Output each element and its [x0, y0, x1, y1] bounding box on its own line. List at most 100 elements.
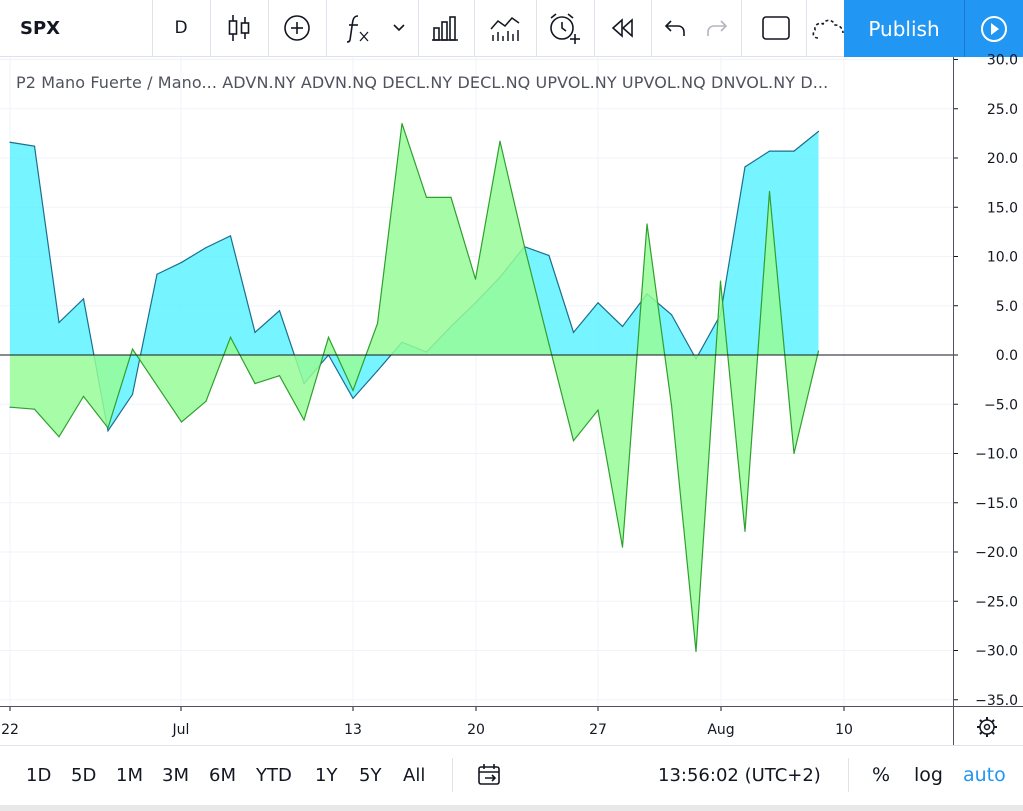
series-1-point — [817, 350, 820, 352]
series-0-point — [597, 302, 599, 304]
series-1-point — [499, 140, 501, 142]
series-0-point — [107, 430, 109, 432]
x-tick-label: 10 — [835, 722, 853, 738]
range-1d-button[interactable]: 1D — [26, 764, 52, 786]
series-1-point — [327, 336, 330, 338]
series-1-point — [205, 400, 207, 402]
x-tick-label: 20 — [467, 722, 485, 738]
series-1-point — [695, 650, 697, 653]
series-1-point — [376, 322, 379, 325]
y-tick-label: −10.0 — [975, 447, 1018, 463]
toolbar-divider — [651, 0, 652, 56]
series-1-point — [180, 421, 183, 423]
range-ytd-button[interactable]: YTD — [256, 764, 292, 786]
log-scale-toggle[interactable]: log — [914, 764, 943, 786]
play-icon[interactable] — [964, 0, 1023, 57]
series-0-point — [768, 150, 771, 152]
x-tick-label: Jul — [172, 722, 190, 738]
series-1-point — [352, 389, 354, 392]
y-tick-label: −15.0 — [975, 496, 1018, 512]
range-3m-button[interactable]: 3M — [162, 764, 189, 786]
series-1-point — [646, 223, 648, 225]
financials-icon[interactable] — [420, 0, 470, 56]
series-0-point — [131, 393, 134, 395]
series-0-point — [156, 273, 158, 275]
x-tick-label: 22 — [1, 722, 19, 738]
indicator-legend[interactable]: P2 Mano Fuerte / Mano... ADVN.NY ADVN.NQ… — [16, 73, 829, 92]
series-0-point — [670, 314, 673, 316]
add-compare-icon[interactable] — [272, 0, 322, 56]
toolbar-divider — [806, 0, 807, 56]
toolbar-divider — [452, 758, 453, 792]
series-0-point — [817, 130, 820, 133]
series-0-point — [254, 331, 256, 333]
series-1-point — [58, 436, 60, 438]
replay-icon[interactable] — [597, 0, 647, 56]
toolbar-divider — [741, 0, 742, 56]
series-1-point — [278, 375, 281, 377]
series-0-point — [82, 298, 85, 300]
series-1-point — [548, 343, 550, 345]
series-1-point — [793, 452, 795, 455]
series-1-point — [229, 336, 232, 338]
candles-icon[interactable] — [215, 0, 263, 56]
cloud-icon[interactable] — [810, 0, 844, 56]
calendar-goto-icon[interactable] — [476, 746, 504, 804]
indicators-icon[interactable] — [332, 0, 382, 56]
toolbar-divider — [536, 0, 537, 56]
toolbar-divider — [326, 0, 327, 56]
series-1-point — [474, 278, 477, 280]
percent-scale-toggle[interactable]: % — [872, 764, 891, 786]
range-all-button[interactable]: All — [403, 764, 426, 786]
series-0-point — [548, 254, 550, 257]
series-1-line — [9, 123, 820, 652]
gear-icon[interactable] — [977, 717, 997, 737]
compare-volume-icon[interactable] — [478, 0, 532, 56]
series-1-point — [33, 408, 36, 410]
series-1-point — [131, 348, 134, 350]
series-1-area — [10, 123, 819, 652]
series-0-area — [10, 131, 819, 431]
series-0-point — [58, 321, 60, 324]
series-1-point — [744, 530, 746, 532]
series-1-point — [401, 122, 403, 125]
series-1-point — [621, 546, 624, 548]
toolbar-divider — [848, 758, 849, 792]
bottom-strip — [0, 805, 1023, 811]
series-1-point — [450, 196, 452, 198]
fullscreen-icon[interactable] — [750, 0, 802, 56]
series-0-point — [205, 247, 207, 249]
range-1y-button[interactable]: 1Y — [315, 764, 338, 786]
series-1-point — [768, 190, 771, 193]
series-0-point — [352, 397, 354, 399]
y-tick-label: −25.0 — [975, 594, 1018, 610]
auto-scale-toggle[interactable]: auto — [963, 764, 1006, 786]
redo-icon[interactable] — [697, 0, 737, 56]
range-1m-button[interactable]: 1M — [116, 764, 143, 786]
toolbar-divider — [152, 0, 153, 56]
range-6m-button[interactable]: 6M — [209, 764, 236, 786]
range-5d-button[interactable]: 5D — [71, 764, 97, 786]
toolbar-divider — [474, 0, 475, 56]
series-0-point — [376, 370, 379, 372]
alert-icon[interactable] — [538, 0, 590, 56]
top-toolbar: SPX D — [0, 0, 1023, 57]
y-tick-label: 5.0 — [996, 299, 1018, 315]
publish-button[interactable]: Publish — [844, 0, 964, 57]
toolbar-divider — [268, 0, 269, 56]
series-1-point — [425, 196, 428, 198]
symbol-search-button[interactable]: SPX — [20, 17, 61, 39]
series-0-point — [744, 166, 746, 168]
toolbar-divider — [594, 0, 595, 56]
x-tick-label: 13 — [344, 722, 362, 738]
series-0-point — [793, 150, 795, 152]
series-1-point — [572, 440, 575, 442]
y-tick-label: −5.0 — [984, 397, 1018, 413]
series-1-point — [156, 384, 158, 387]
interval-button[interactable]: D — [174, 18, 188, 38]
clock-time-label[interactable]: 13:56:02 (UTC+2) — [658, 764, 821, 786]
range-5y-button[interactable]: 5Y — [359, 764, 382, 786]
chevron-down-icon[interactable] — [384, 0, 414, 56]
chart-svg[interactable]: 30.0 25.0 20.0 15.0 10.0 5.0 0.0 −5.0 −10.0 −15.0… — [0, 0, 1023, 745]
undo-icon[interactable] — [655, 0, 695, 56]
